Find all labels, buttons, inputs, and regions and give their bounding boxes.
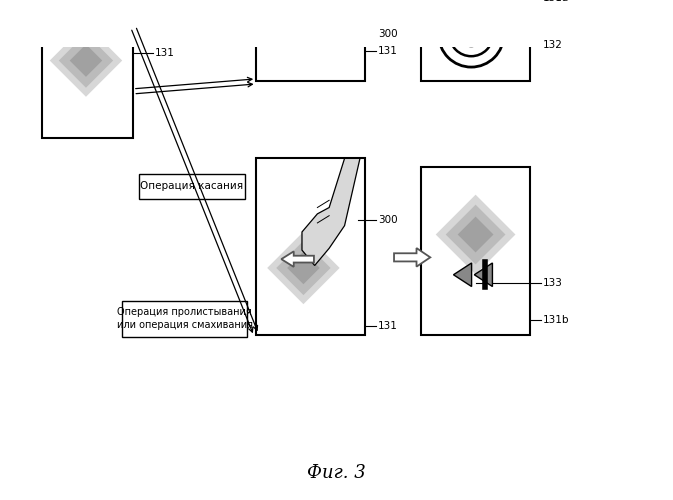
Bar — [421, 168, 530, 335]
Polygon shape — [50, 24, 122, 97]
Text: 300: 300 — [378, 216, 397, 226]
Bar — [256, 0, 365, 82]
Bar — [421, 0, 530, 82]
Polygon shape — [435, 194, 516, 274]
Text: 131: 131 — [378, 322, 398, 332]
Polygon shape — [474, 263, 493, 286]
Text: Операция пролистывания
или операция смахивания: Операция пролистывания или операция смах… — [116, 307, 253, 330]
Bar — [139, 174, 246, 199]
Polygon shape — [394, 248, 430, 266]
Polygon shape — [273, 0, 333, 6]
Polygon shape — [70, 44, 102, 77]
Text: 131b: 131b — [542, 315, 569, 325]
Polygon shape — [454, 263, 472, 286]
Polygon shape — [302, 158, 360, 266]
Text: 132: 132 — [542, 40, 563, 50]
Text: 133: 133 — [542, 278, 563, 288]
Polygon shape — [264, 0, 343, 16]
Text: Операция касания: Операция касания — [141, 182, 244, 192]
Text: Фиг. 3: Фиг. 3 — [307, 464, 365, 482]
Polygon shape — [446, 0, 505, 6]
Polygon shape — [267, 232, 340, 304]
Polygon shape — [310, 0, 340, 28]
Polygon shape — [59, 34, 113, 88]
Polygon shape — [394, 0, 430, 13]
Polygon shape — [281, 252, 314, 267]
Polygon shape — [276, 241, 330, 295]
Text: 131a: 131a — [542, 0, 569, 2]
Bar — [122, 300, 247, 337]
Polygon shape — [287, 252, 320, 284]
Text: 131: 131 — [155, 48, 175, 58]
Bar — [256, 158, 365, 335]
Text: 300: 300 — [378, 28, 397, 38]
Polygon shape — [435, 0, 516, 16]
Polygon shape — [446, 204, 505, 264]
Text: 131: 131 — [378, 46, 398, 56]
Bar — [42, 0, 133, 138]
Polygon shape — [458, 216, 493, 252]
